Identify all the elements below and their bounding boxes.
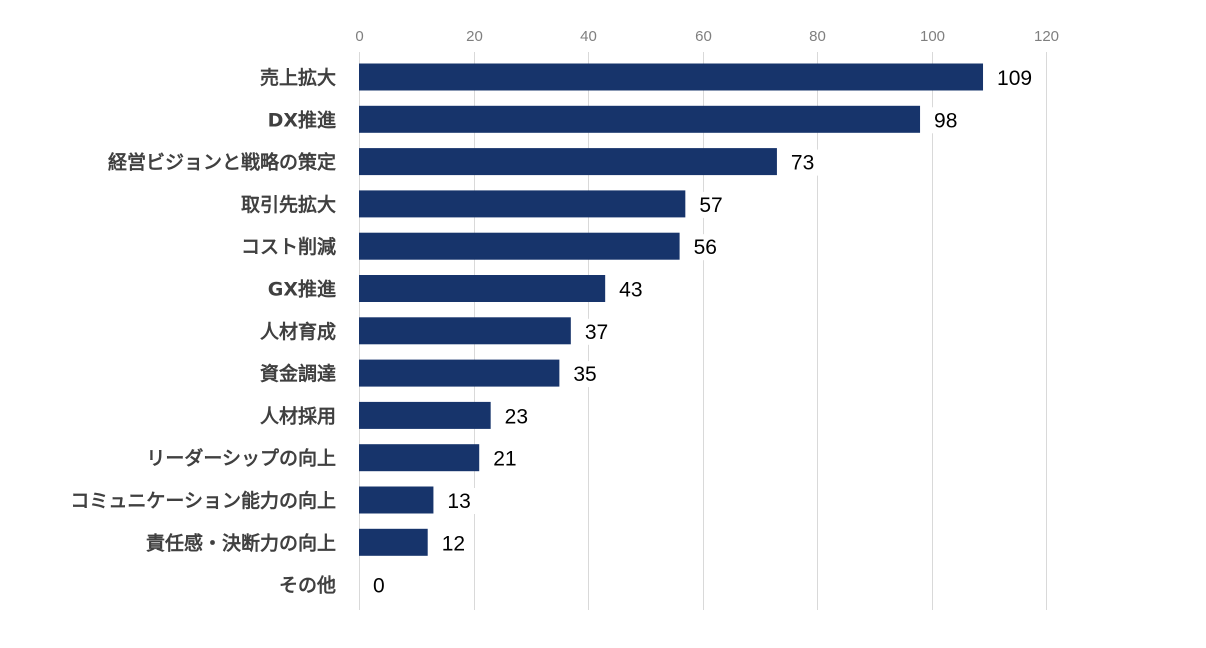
value-label-background — [688, 234, 723, 261]
value-label-background — [499, 403, 534, 430]
category-label: 人材採用 — [260, 404, 336, 427]
bar — [359, 486, 434, 514]
value-label-background — [436, 530, 471, 557]
value-label-background — [488, 445, 523, 472]
bar — [359, 401, 491, 429]
x-axis-tick-labels: 0 20 40 60 80 100 120 — [355, 28, 1059, 45]
category-label: 責任感・決断力の向上 — [146, 531, 336, 554]
category-label: DX推進 — [268, 108, 336, 131]
value-label: 23 — [505, 405, 528, 428]
value-label: 21 — [493, 448, 516, 471]
category-label: 資金調達 — [260, 362, 336, 385]
value-label-background — [368, 572, 390, 599]
bar — [359, 232, 680, 260]
bar — [359, 275, 606, 302]
value-label-background — [442, 488, 477, 514]
bar — [359, 528, 428, 556]
value-labels: 109 98 73 57 56 43 37 35 23 21 13 12 0 — [368, 65, 1039, 599]
value-label: 37 — [585, 321, 608, 344]
x-tick-label: 80 — [809, 28, 826, 45]
value-label-background — [614, 276, 649, 303]
value-label: 57 — [699, 194, 722, 217]
value-label: 73 — [791, 152, 814, 175]
value-label-background — [694, 191, 729, 218]
value-label: 56 — [694, 236, 717, 259]
value-label-background — [568, 361, 603, 388]
value-label: 0 — [373, 575, 385, 598]
x-tick-label: 20 — [466, 28, 483, 45]
value-label: 98 — [934, 109, 957, 132]
category-label: 経営ビジョンと戦略の策定 — [108, 151, 336, 174]
value-label: 13 — [447, 490, 470, 513]
value-label: 43 — [619, 279, 642, 302]
category-label: 売上拡大 — [260, 66, 336, 89]
value-label: 12 — [442, 532, 465, 555]
value-label-background — [992, 65, 1039, 91]
category-label: 人材育成 — [260, 320, 336, 343]
category-label: コミュニケーション能力の向上 — [70, 489, 336, 512]
category-label: GX推進 — [268, 278, 336, 301]
bar — [359, 359, 560, 387]
category-label: コスト削減 — [241, 235, 336, 258]
x-tick-label: 40 — [580, 28, 597, 45]
x-tick-label: 120 — [1034, 28, 1059, 45]
bar — [359, 63, 984, 91]
value-label-background — [929, 107, 964, 134]
category-label: リーダーシップの向上 — [146, 447, 336, 470]
bar — [359, 317, 571, 345]
category-label: その他 — [279, 574, 336, 597]
bar — [359, 105, 921, 133]
x-tick-label: 100 — [920, 28, 945, 45]
x-tick-label: 0 — [355, 28, 363, 45]
bar — [359, 148, 777, 176]
value-label: 35 — [573, 363, 596, 386]
category-label: 取引先拡大 — [241, 193, 336, 216]
bar — [359, 444, 480, 472]
x-tick-label: 60 — [695, 28, 712, 45]
value-label: 109 — [997, 67, 1032, 90]
bars — [359, 63, 984, 556]
value-label-background — [579, 318, 614, 345]
value-label-background — [785, 149, 820, 176]
bar — [359, 190, 686, 218]
